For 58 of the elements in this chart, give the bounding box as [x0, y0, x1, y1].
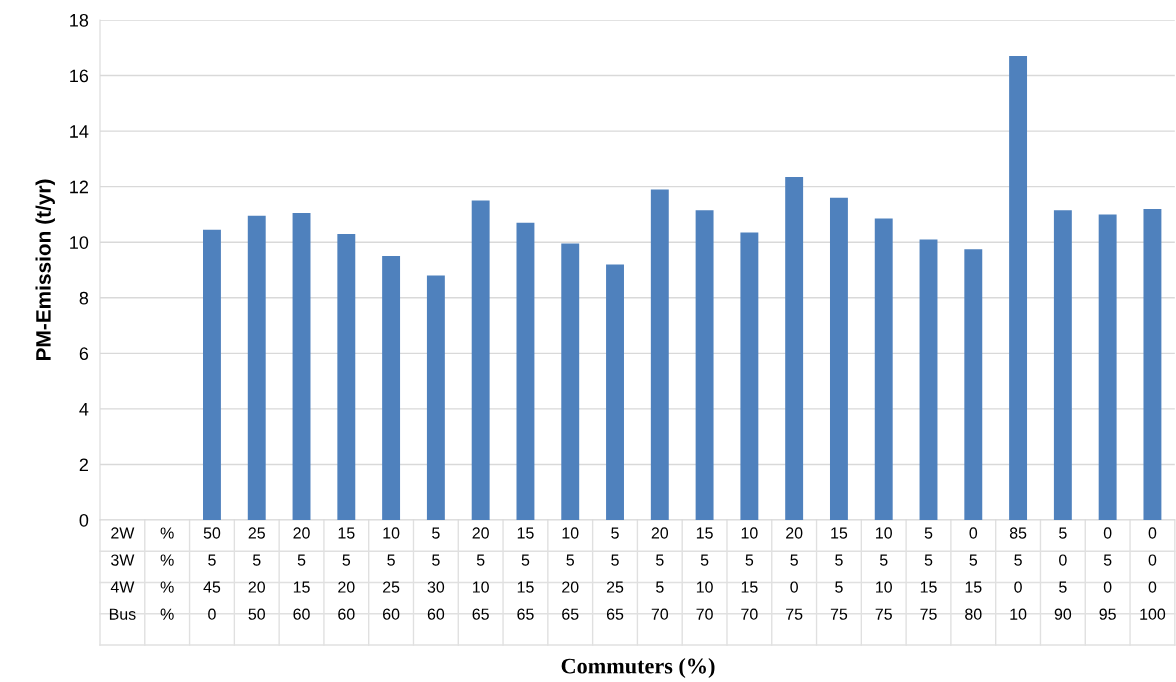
bar [606, 264, 624, 520]
bar [203, 229, 221, 520]
x-axis-title: Commuters (%) [561, 657, 715, 679]
bar [740, 232, 759, 520]
x-tick-label: 10 5 20 65 [562, 527, 579, 620]
x-tick-label: 10 5 15 70 [741, 527, 758, 620]
x-tick-label: 0 5 15 80 [965, 527, 982, 620]
x-tick-label: 20 5 0 75 [786, 527, 803, 620]
bar [919, 239, 938, 520]
bar [337, 233, 356, 520]
bar [382, 256, 401, 520]
bar [785, 176, 804, 520]
x-tick-label: 15 5 20 60 [338, 527, 355, 620]
bar [247, 215, 266, 520]
y-tick-label: 14 [70, 125, 89, 138]
y-tick-label: 8 [79, 291, 89, 305]
bar [964, 249, 983, 520]
bar [1098, 214, 1117, 520]
bar [695, 210, 714, 520]
bar [471, 200, 490, 520]
y-tick-label: 0 [79, 513, 89, 527]
x-tick-label: 5 5 30 60 [427, 527, 445, 620]
bar [829, 197, 848, 520]
x-tick-label: 20 5 5 70 [651, 527, 669, 620]
x-tick-label: 0 0 0 100 [1140, 527, 1166, 620]
x-tick-label: 85 5 0 10 [1009, 527, 1027, 620]
y-tick-label: 2 [79, 458, 88, 471]
bar [292, 213, 311, 520]
x-tick-label: 15 5 15 65 [517, 527, 534, 620]
x-tick-label: 0 5 0 95 [1099, 527, 1116, 620]
y-tick-label: 18 [70, 13, 89, 27]
x-tick-label: 5 5 25 65 [606, 527, 624, 620]
y-tick-label: 6 [79, 347, 89, 361]
bar [650, 189, 669, 520]
x-tick-label: 5 0 5 90 [1054, 527, 1072, 620]
y-tick-label: 12 [70, 180, 88, 194]
x-tick-label: 25 5 20 50 [248, 527, 265, 620]
y-axis-title: PM-Emission (t/yr) [35, 179, 55, 361]
bar [426, 275, 445, 520]
x-tick-label: % % % % [160, 527, 174, 620]
y-tick-label: 16 [70, 69, 89, 83]
x-tick-label: 5 5 15 75 [920, 527, 937, 620]
x-tick-label: 50 5 45 0 [203, 527, 221, 620]
x-tick-label: 15 5 5 75 [830, 527, 848, 620]
bar [561, 243, 580, 520]
x-tick-label: 20 5 10 65 [472, 527, 489, 620]
y-tick-label: 4 [79, 403, 89, 416]
x-tick-label: 15 5 10 70 [696, 527, 713, 620]
y-tick-label: 10 [70, 236, 89, 249]
bar [1009, 56, 1028, 520]
x-tick-label: 20 5 15 60 [293, 527, 310, 620]
x-tick-label: 2W 3W 4W Bus [109, 527, 136, 620]
bar [516, 222, 535, 520]
bar [1143, 208, 1162, 520]
bar [874, 218, 893, 520]
x-tick-label: 10 5 10 75 [875, 527, 892, 620]
x-tick-label: 10 5 25 60 [383, 527, 400, 620]
bar [1053, 210, 1072, 520]
